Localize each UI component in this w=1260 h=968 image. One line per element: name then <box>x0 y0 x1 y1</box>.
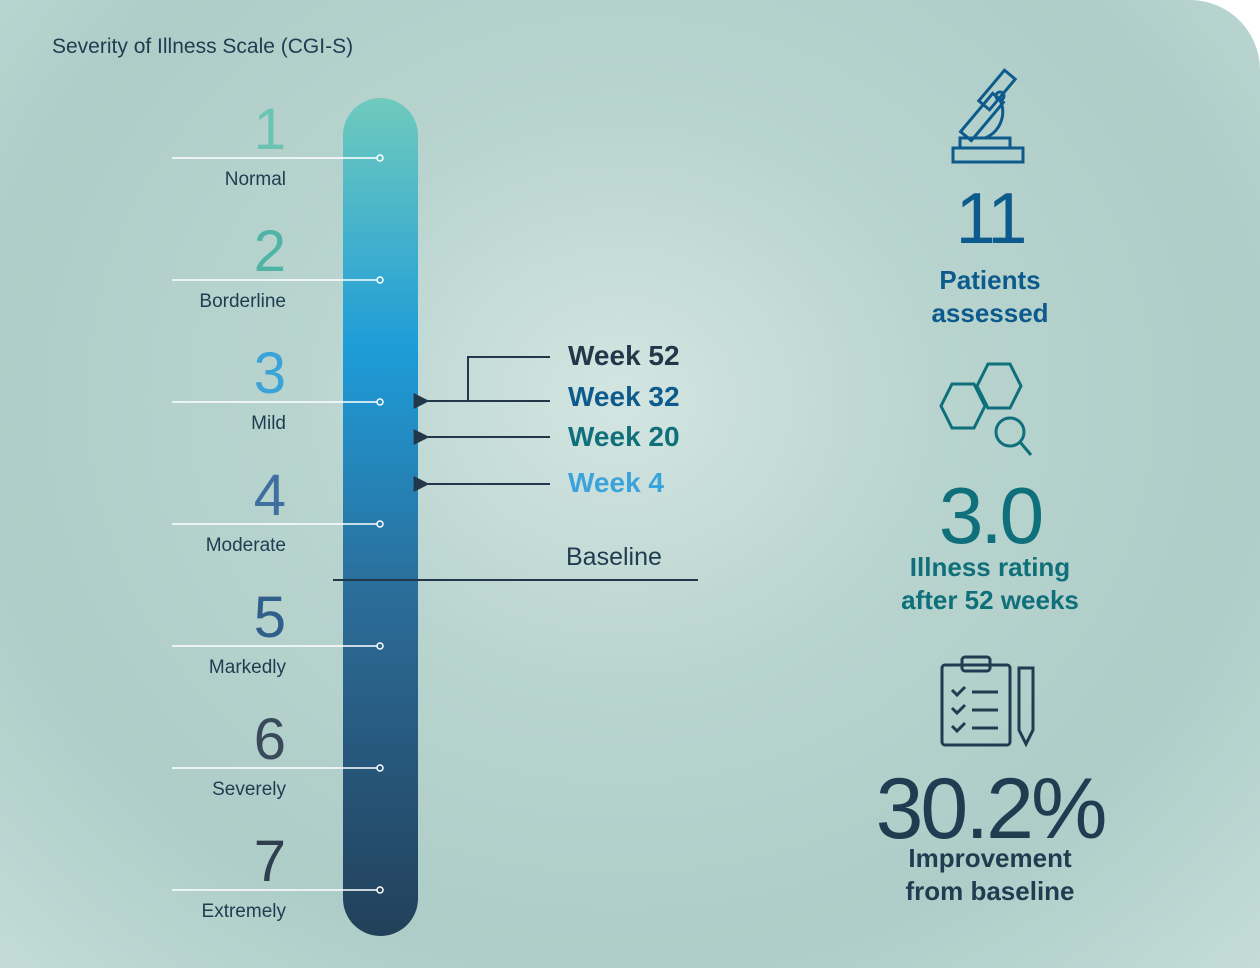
scale-number: 2 <box>254 218 286 285</box>
scale-label: Normal <box>225 169 286 191</box>
molecule-icon <box>941 364 1031 455</box>
stat-value: 3.0 <box>939 470 1041 562</box>
stat-label: Patients <box>939 265 1040 296</box>
stat-value: 11 <box>956 178 1025 260</box>
stat-label: from baseline <box>905 876 1074 907</box>
severity-bar <box>343 98 418 936</box>
week-label: Week 4 <box>568 467 664 499</box>
week-label: Week 52 <box>568 340 680 372</box>
scale-label: Markedly <box>209 657 286 679</box>
scale-label: Borderline <box>199 291 286 313</box>
scale-label: Severely <box>212 779 286 801</box>
scale-label: Moderate <box>206 535 286 557</box>
scale-number: 7 <box>254 828 286 895</box>
week-label: Week 32 <box>568 381 680 413</box>
stat-label: Improvement <box>908 843 1071 874</box>
scale-label: Extremely <box>202 901 286 923</box>
stat-label: after 52 weeks <box>901 585 1079 616</box>
scale-number: 4 <box>254 462 286 529</box>
clipboard-icon <box>942 657 1033 745</box>
scale-number: 1 <box>254 96 286 163</box>
microscope-icon <box>953 70 1023 162</box>
baseline-label: Baseline <box>566 543 662 572</box>
infographic: Severity of Illness Scale (CGI-S) <box>0 0 1260 968</box>
stat-label: assessed <box>931 298 1048 329</box>
week-label: Week 20 <box>568 421 680 453</box>
scale-label: Mild <box>251 413 286 435</box>
scale-number: 3 <box>254 340 286 407</box>
stat-label: Illness rating <box>910 552 1070 583</box>
scale-number: 5 <box>254 584 286 651</box>
scale-number: 6 <box>254 706 286 773</box>
